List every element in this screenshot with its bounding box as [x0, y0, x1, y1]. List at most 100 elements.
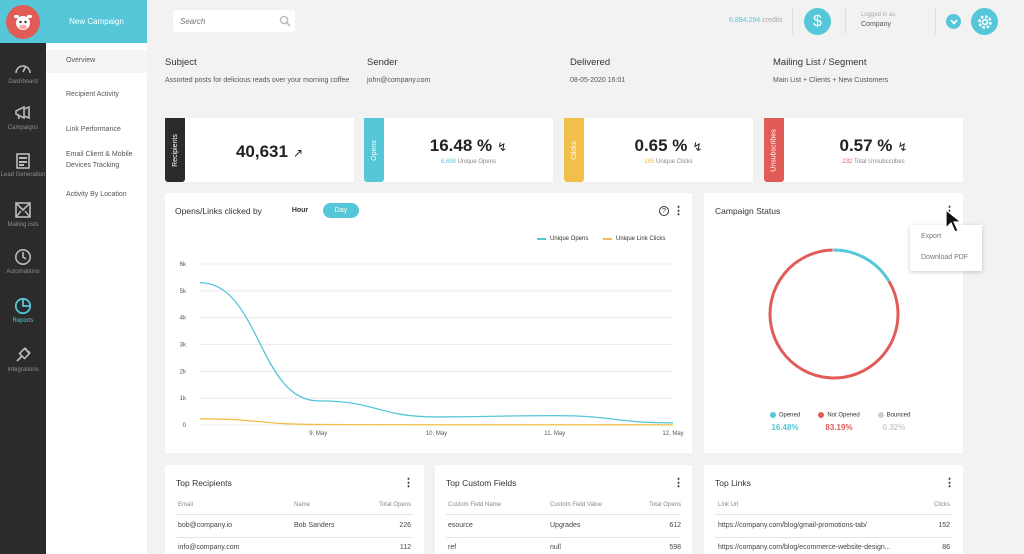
column-header: Total Opens — [648, 502, 681, 508]
rail-item-campaigns[interactable]: Campaigns — [0, 104, 46, 150]
search-box — [173, 10, 295, 32]
more-options-icon[interactable]: ⋮ — [673, 205, 684, 217]
table-title: Top Links — [715, 478, 751, 488]
stat-sub: 265 Unique Clicks — [584, 159, 753, 165]
rail-label: Automations — [6, 269, 40, 275]
settings-button[interactable] — [971, 8, 998, 35]
subnav-item-email-client[interactable]: Email Client & Mobile Devices Tracking — [66, 151, 133, 169]
trend-zigzag-icon: ↯ — [897, 140, 908, 154]
stat-card-opens: Opens 16.48 % ↯ 6,698 Unique Opens — [364, 118, 553, 182]
donut-slice-1[interactable] — [768, 248, 900, 380]
column-header: Total Opens — [378, 502, 411, 508]
toggle-day[interactable]: Day — [323, 203, 359, 218]
series-line-1[interactable] — [199, 418, 674, 426]
account-dropdown-button[interactable] — [946, 14, 961, 29]
credits-label: credits — [762, 17, 783, 24]
form-icon — [16, 153, 30, 169]
column-header: Name — [294, 502, 311, 508]
donut-slice-0[interactable] — [833, 248, 891, 283]
company-name: Company — [861, 21, 891, 28]
subnav-item-recipient-activity[interactable]: Recipient Activity — [66, 91, 119, 98]
legend-dot — [818, 412, 825, 418]
status-label: Opened — [778, 412, 801, 419]
legend-label: Unique Opens — [550, 236, 589, 242]
y-tick-label: 4k — [180, 316, 187, 322]
more-options-icon[interactable]: ⋮ — [673, 477, 684, 489]
table-cell-link[interactable]: https://company.com/blog/ecommerce-websi… — [718, 544, 891, 551]
left-rail: Dashboard Campaigns Lead Generation Mail… — [0, 0, 46, 554]
legend-unique-opens[interactable]: Unique Opens — [537, 236, 588, 242]
divider — [715, 514, 952, 515]
table-cell: 226 — [399, 522, 411, 529]
rail-item-integrations[interactable]: Integrations — [0, 346, 46, 392]
table-cell: 112 — [399, 544, 411, 551]
rail-label: Reports — [12, 318, 34, 324]
column-header: Custom Field Value — [550, 502, 602, 508]
stat-value: 0.65 % ↯ — [584, 136, 753, 156]
legend-dot — [769, 412, 776, 418]
stat-card-recipients: Recipients 40,631 ↗ — [165, 118, 354, 182]
divider — [935, 8, 936, 34]
table-cell-link[interactable]: https://company.com/blog/gmail-promotion… — [718, 522, 867, 529]
y-tick-label: 1k — [180, 396, 187, 402]
summary-subject: Subject Assorted posts for delicious rea… — [165, 57, 355, 87]
more-options-icon[interactable]: ⋮ — [944, 205, 955, 217]
status-label: Not Opened — [827, 412, 860, 419]
menu-item-download-pdf[interactable]: Download PDF — [921, 254, 969, 261]
summary-delivered: Delivered 08-05-2020 16:01 — [570, 57, 760, 87]
rail-item-automations[interactable]: Automations — [0, 248, 46, 294]
series-line-0[interactable] — [199, 282, 674, 424]
help-icon[interactable]: ? — [659, 206, 669, 216]
column-header: Custom Field Name — [448, 502, 502, 508]
more-options-icon[interactable]: ⋮ — [944, 477, 955, 489]
legend-unique-link-clicks[interactable]: Unique Link Clicks — [603, 236, 665, 242]
buy-credits-button[interactable]: $ — [804, 8, 831, 35]
divider — [176, 537, 413, 538]
y-tick-label: 0 — [183, 423, 187, 429]
status-pct: 83.19% — [825, 422, 853, 432]
legend-swatch — [603, 238, 612, 240]
subnav-item-link-performance[interactable]: Link Performance — [66, 126, 121, 133]
rail-item-mailing-lists[interactable]: Mailing lists — [0, 201, 46, 247]
stat-value: 16.48 % ↯ — [384, 136, 553, 156]
subnav-item-overview[interactable]: Overview — [46, 50, 147, 73]
stat-tab-label: Clicks — [570, 140, 578, 160]
plug-icon — [16, 347, 31, 362]
rail-item-lead-generation[interactable]: Lead Generation — [0, 153, 46, 199]
table-cell[interactable]: bob@company.io — [178, 522, 233, 529]
more-options-icon[interactable]: ⋮ — [403, 477, 414, 489]
divider — [715, 537, 952, 538]
cursor-icon — [945, 208, 963, 233]
subnav-item-activity-by-location[interactable]: Activity By Location — [66, 191, 127, 198]
menu-item-export[interactable]: Export — [921, 233, 942, 240]
status-options-menu: Export Download PDF — [910, 225, 982, 271]
stat-tab: Clicks — [564, 118, 584, 182]
summary-heading: Sender — [367, 57, 398, 68]
status-pct: 0.32% — [882, 422, 906, 432]
stat-value-text: 0.57 % — [839, 136, 893, 155]
rail-item-dashboard[interactable]: Dashboard — [0, 60, 46, 106]
table-title: Top Custom Fields — [446, 478, 517, 488]
summary-value: Assorted posts for delicious reads over … — [165, 77, 350, 84]
rail-label: Lead Generation — [0, 172, 46, 178]
rail-item-reports[interactable]: Reports — [0, 297, 46, 343]
table-cell[interactable]: info@company.com — [178, 544, 240, 551]
stat-sub-number: 232 — [842, 159, 853, 165]
search-input[interactable] — [173, 10, 273, 32]
table-cell: null — [550, 544, 561, 551]
summary-value: Main List + Clients + New Customers — [773, 77, 889, 84]
rail-label: Campaigns — [7, 125, 39, 131]
summary-heading: Delivered — [570, 57, 611, 68]
new-campaign-button[interactable]: New Campaign — [46, 0, 147, 43]
table-cell: 152 — [938, 522, 950, 529]
toggle-hour[interactable]: Hour — [291, 207, 309, 214]
envelope-list-icon — [15, 202, 31, 218]
search-icon[interactable] — [279, 15, 291, 27]
divider — [792, 8, 793, 34]
status-legend-bounced: Bounced 0.32% — [866, 412, 922, 432]
table-cell: Bob Sanders — [294, 522, 335, 529]
stat-sub-label: Unique Clicks — [656, 159, 693, 165]
summary-value: john@company.com — [367, 77, 431, 84]
y-tick-label: 6k — [180, 262, 187, 268]
app-logo[interactable] — [0, 0, 46, 43]
